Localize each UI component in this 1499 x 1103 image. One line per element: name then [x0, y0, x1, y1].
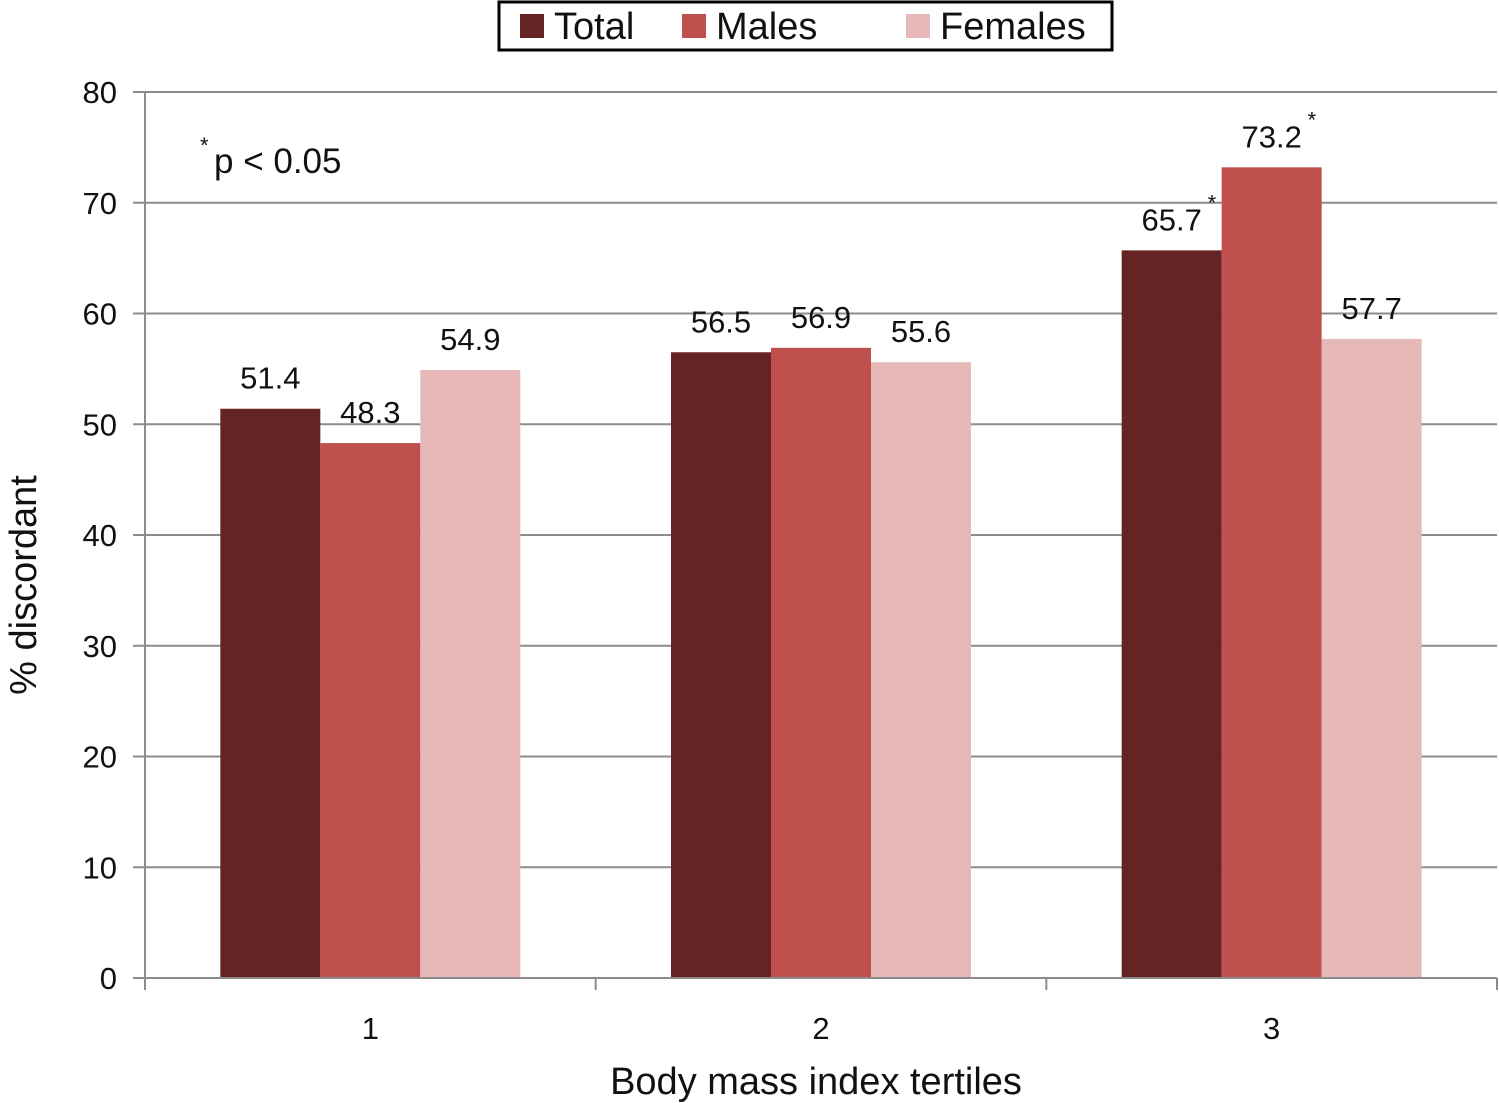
bar-total [220, 408, 321, 978]
significance-note-marker: * [200, 133, 209, 158]
legend-label-females: Females [940, 6, 1086, 48]
x-tick-label: 2 [812, 1011, 829, 1046]
bar-total [671, 352, 771, 978]
y-axis: 0 10 20 30 40 50 60 70 80 [83, 75, 146, 996]
bar-males [771, 347, 871, 978]
y-tick-label: 0 [100, 961, 117, 996]
bar-total [1121, 250, 1222, 978]
legend-swatch-males [682, 14, 706, 38]
y-tick-label: 70 [83, 186, 117, 221]
y-tick-label: 80 [83, 75, 117, 110]
data-label: 48.3 [340, 395, 400, 430]
data-label: 57.7 [1341, 291, 1401, 326]
data-label: 56.9 [791, 300, 851, 335]
x-axis: 1 2 3 [144, 977, 1498, 1046]
bar-males [320, 443, 421, 978]
legend-swatch-total [520, 14, 544, 38]
x-tick-label: 1 [362, 1011, 379, 1046]
y-tick-label: 20 [83, 740, 117, 775]
bar-females [420, 369, 521, 978]
y-tick-label: 50 [83, 407, 117, 442]
data-labels: 51.4 48.3 54.9 56.5 56.9 55.6 65.7 * 73.2 * 57.7 [240, 107, 1402, 430]
x-tick-label: 3 [1263, 1011, 1280, 1046]
legend-label-total: Total [554, 6, 634, 48]
bars [220, 167, 1422, 979]
y-tick-label: 60 [83, 297, 117, 332]
y-tick-label: 10 [83, 850, 117, 885]
bar-females [871, 362, 971, 979]
legend-swatch-females [906, 14, 930, 38]
legend-label-males: Males [716, 6, 817, 48]
y-axis-title: % discordant [3, 475, 45, 695]
y-tick-label: 40 [83, 518, 117, 553]
bar-males [1221, 167, 1322, 978]
x-axis-title: Body mass index tertiles [610, 1061, 1022, 1103]
significance-star: * [1208, 190, 1217, 215]
data-label: 73.2 [1241, 119, 1301, 154]
data-label: 65.7 [1141, 202, 1201, 237]
y-tick-label: 30 [83, 629, 117, 664]
legend-box [497, 0, 1114, 52]
data-label: 54.9 [440, 322, 500, 357]
significance-note-text: p < 0.05 [214, 142, 341, 181]
significance-note: * p < 0.05 [200, 133, 341, 181]
data-label: 56.5 [691, 304, 751, 339]
bar-females [1321, 338, 1422, 978]
data-label: 51.4 [240, 361, 300, 396]
legend: Total Males Females [497, 0, 1114, 52]
data-label: 55.6 [891, 314, 951, 349]
significance-star: * [1308, 107, 1317, 132]
